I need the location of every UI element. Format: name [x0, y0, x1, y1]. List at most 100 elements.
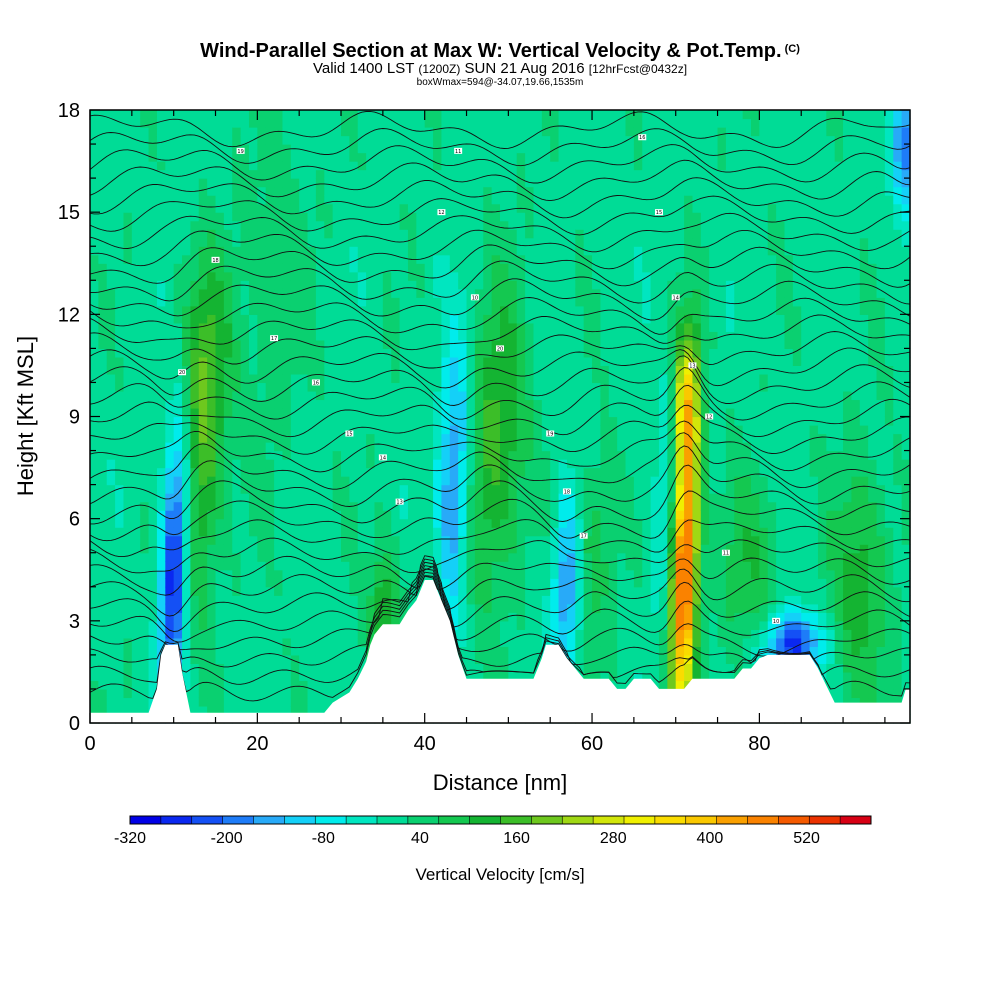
- velocity-cell: [357, 288, 367, 298]
- velocity-cell: [483, 510, 493, 520]
- velocity-cell: [516, 322, 526, 332]
- velocity-cell: [165, 442, 175, 452]
- velocity-cell: [173, 144, 183, 154]
- velocity-cell: [123, 442, 133, 452]
- velocity-cell: [332, 680, 342, 690]
- velocity-cell: [550, 297, 560, 307]
- velocity-cell: [165, 297, 175, 307]
- velocity-cell: [441, 169, 451, 179]
- velocity-cell: [483, 459, 493, 469]
- velocity-cell: [650, 195, 660, 205]
- velocity-cell: [282, 263, 292, 273]
- velocity-cell: [349, 331, 359, 341]
- velocity-cell: [223, 280, 233, 290]
- velocity-cell: [156, 459, 166, 469]
- velocity-cell: [315, 212, 325, 222]
- velocity-cell: [248, 314, 258, 324]
- velocity-cell: [106, 544, 116, 554]
- velocity-cell: [173, 246, 183, 256]
- velocity-cell: [123, 646, 133, 656]
- velocity-cell: [299, 620, 309, 630]
- velocity-cell: [508, 459, 518, 469]
- velocity-cell: [516, 501, 526, 511]
- velocity-cell: [366, 595, 376, 605]
- velocity-cell: [90, 407, 99, 418]
- velocity-cell: [207, 144, 217, 154]
- velocity-cell: [156, 442, 166, 452]
- velocity-cell: [123, 203, 133, 213]
- velocity-cell: [633, 365, 643, 375]
- velocity-cell: [608, 178, 618, 188]
- velocity-cell: [566, 484, 576, 494]
- velocity-cell: [299, 220, 309, 230]
- velocity-cell: [407, 535, 417, 545]
- velocity-cell: [566, 271, 576, 281]
- velocity-cell: [140, 637, 150, 647]
- velocity-cell: [190, 569, 200, 579]
- velocity-cell: [625, 518, 635, 528]
- velocity-cell: [140, 586, 150, 596]
- velocity-cell: [458, 314, 468, 324]
- velocity-cell: [399, 501, 409, 511]
- velocity-cell: [357, 203, 367, 213]
- velocity-cell: [500, 467, 509, 477]
- velocity-cell: [500, 407, 509, 418]
- velocity-cell: [433, 425, 443, 435]
- velocity-cell: [182, 339, 192, 349]
- subtitle-forecast: [12hrFcst@0432z]: [588, 62, 688, 76]
- velocity-cell: [466, 459, 476, 469]
- velocity-cell: [315, 135, 325, 145]
- velocity-cell: [550, 178, 560, 188]
- velocity-cell: [483, 220, 493, 230]
- velocity-cell: [357, 467, 367, 477]
- velocity-cell: [558, 186, 568, 196]
- velocity-cell: [182, 569, 192, 579]
- velocity-cell: [625, 212, 635, 222]
- velocity-cell: [299, 322, 309, 332]
- velocity-cell: [240, 603, 250, 613]
- velocity-cell: [642, 365, 652, 375]
- velocity-cell: [106, 135, 116, 145]
- velocity-cell: [198, 671, 208, 682]
- velocity-cell: [131, 663, 141, 673]
- velocity-cell: [366, 450, 376, 460]
- velocity-cell: [592, 544, 602, 554]
- velocity-cell: [98, 595, 108, 605]
- velocity-cell: [265, 459, 275, 469]
- velocity-cell: [257, 407, 267, 418]
- velocity-cell: [474, 467, 484, 477]
- velocity-cell: [575, 518, 585, 528]
- velocity-cell: [140, 407, 150, 418]
- velocity-cell: [617, 305, 627, 315]
- velocity-cell: [433, 433, 443, 443]
- velocity-cell: [608, 365, 618, 375]
- velocity-cell: [257, 552, 267, 562]
- velocity-cell: [466, 603, 476, 613]
- velocity-cell: [491, 339, 501, 349]
- velocity-cell: [399, 356, 409, 367]
- velocity-cell: [474, 654, 484, 664]
- velocity-cell: [508, 637, 518, 647]
- velocity-cell: [433, 135, 443, 145]
- velocity-cell: [274, 254, 284, 264]
- velocity-cell: [533, 254, 543, 264]
- velocity-cell: [198, 322, 208, 332]
- velocity-cell: [550, 433, 560, 443]
- velocity-cell: [366, 152, 376, 162]
- velocity-cell: [290, 152, 300, 162]
- velocity-cell: [357, 569, 367, 579]
- velocity-cell: [274, 322, 284, 332]
- velocity-cell: [182, 382, 192, 392]
- velocity-cell: [633, 433, 643, 443]
- velocity-cell: [341, 348, 350, 358]
- velocity-cell: [466, 527, 476, 537]
- velocity-cell: [232, 654, 242, 664]
- velocity-cell: [349, 339, 359, 349]
- velocity-cell: [382, 186, 392, 196]
- velocity-cell: [156, 356, 166, 367]
- velocity-cell: [324, 671, 334, 682]
- velocity-cell: [190, 271, 200, 281]
- velocity-cell: [240, 561, 250, 571]
- velocity-cell: [315, 195, 325, 205]
- velocity-cell: [500, 288, 509, 298]
